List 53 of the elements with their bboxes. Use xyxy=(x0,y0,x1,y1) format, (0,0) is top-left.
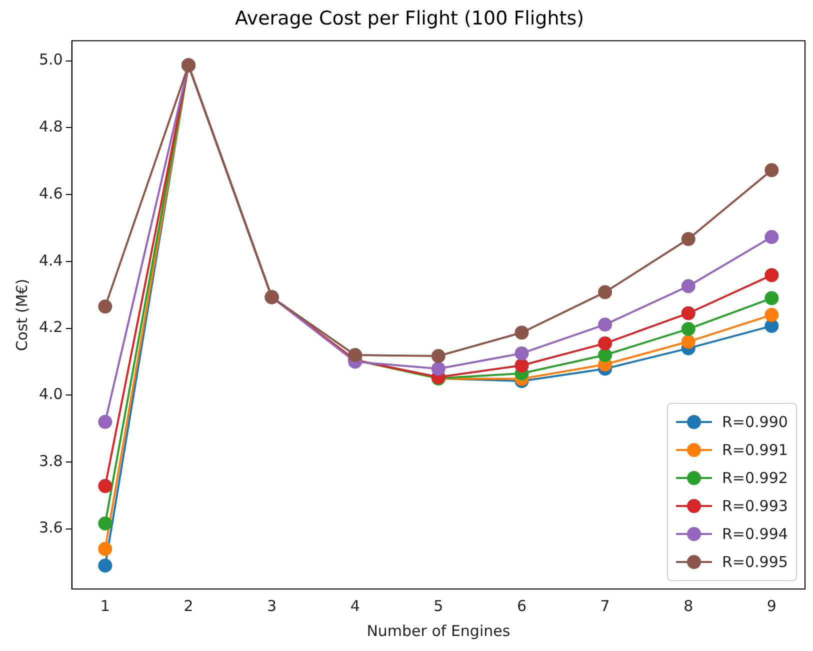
point xyxy=(598,348,612,362)
x-tick-label: 1 xyxy=(100,596,110,615)
y-tick-label: 4.0 xyxy=(38,385,63,404)
point xyxy=(431,362,446,376)
x-tick-label: 5 xyxy=(434,596,444,615)
y-tick-label: 5.0 xyxy=(38,50,63,69)
y-tick-label: 3.6 xyxy=(38,518,63,537)
legend-label: R=0.995 xyxy=(722,553,788,571)
point xyxy=(98,479,112,494)
point xyxy=(98,300,112,314)
y-tick-label: 4.4 xyxy=(38,251,63,270)
point xyxy=(764,318,779,333)
point xyxy=(681,306,696,320)
point xyxy=(598,285,612,300)
point xyxy=(681,279,696,294)
point xyxy=(681,322,696,336)
x-axis-title: Number of Engines xyxy=(366,622,510,640)
point xyxy=(514,346,529,360)
point xyxy=(764,268,779,282)
x-tick-label: 4 xyxy=(350,596,360,615)
point xyxy=(764,291,779,306)
legend-label: R=0.993 xyxy=(722,497,788,515)
point xyxy=(514,358,529,372)
point xyxy=(764,308,779,322)
point xyxy=(98,516,112,530)
y-axis-title: Cost (M€) xyxy=(12,278,31,352)
x-tick-label: 3 xyxy=(267,596,277,615)
y-tick-label: 4.6 xyxy=(38,184,63,202)
legend-label: R=0.990 xyxy=(722,413,788,431)
x-tick-label: 6 xyxy=(516,596,527,615)
x-tick-label: 8 xyxy=(684,596,694,615)
point xyxy=(348,348,362,362)
point xyxy=(98,542,112,556)
point xyxy=(98,414,112,429)
point xyxy=(431,349,446,364)
chart-title: Average Cost per Flight (100 Flights) xyxy=(234,7,584,30)
legend-label: R=0.992 xyxy=(722,469,788,487)
point xyxy=(598,336,612,350)
x-tick-label: 9 xyxy=(766,596,776,615)
legend-label: R=0.991 xyxy=(722,441,788,459)
y-tick-label: 3.8 xyxy=(38,452,63,470)
point xyxy=(514,326,529,340)
point xyxy=(681,334,696,349)
x-tick-label: 7 xyxy=(600,596,610,615)
point xyxy=(98,558,112,573)
x-tick-label: 2 xyxy=(184,596,194,615)
legend-label: R=0.994 xyxy=(722,525,788,543)
y-tick-label: 4.2 xyxy=(38,318,63,336)
point xyxy=(764,230,779,244)
point xyxy=(764,163,779,178)
point xyxy=(681,232,696,246)
y-tick-label: 4.8 xyxy=(38,118,63,136)
point xyxy=(598,318,612,332)
